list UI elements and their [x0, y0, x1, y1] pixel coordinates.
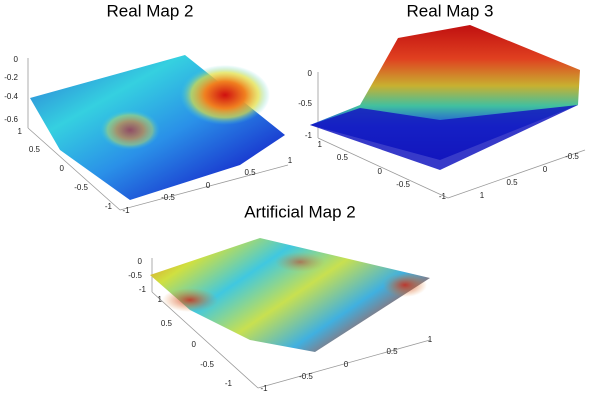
panel-title: Real Map 2: [107, 1, 194, 20]
z-tick-label: 0: [138, 257, 143, 266]
z-tick-label: 0: [308, 69, 313, 78]
panel-title: Real Map 3: [407, 1, 494, 20]
x-tick-label: -1: [122, 206, 130, 215]
y-tick-label: -1: [439, 192, 447, 201]
y-tick-label: -0.5: [200, 360, 214, 369]
x-tick-label: -0.5: [161, 193, 175, 202]
y-tick-label: 0: [60, 164, 65, 173]
figure: Real Map 20-0.2-0.4-0.610.50-0.5-1-1-0.5…: [0, 0, 597, 395]
x-tick-label: -0.5: [565, 152, 579, 161]
z-tick-label: -0.5: [128, 271, 142, 280]
y-tick-label: 1: [318, 140, 323, 149]
y-tick-label: 1: [18, 127, 23, 136]
z-tick-label: -0.5: [298, 99, 312, 108]
z-tick-label: -0.6: [4, 115, 18, 124]
z-tick-label: -0.4: [4, 92, 18, 101]
y-tick-label: 1: [158, 295, 163, 304]
y-tick-label: -0.5: [74, 183, 88, 192]
x-tick-label: 1: [480, 191, 485, 200]
y-tick-label: 0: [378, 167, 383, 176]
z-tick-label: -1: [139, 285, 147, 294]
x-tick-label: 1: [428, 335, 433, 344]
x-tick-label: -1: [260, 384, 268, 393]
z-tick-label: -0.2: [4, 73, 18, 82]
y-tick-label: 0.5: [337, 153, 349, 162]
y-tick-label: 0: [192, 340, 197, 349]
x-tick-label: 0.5: [244, 168, 256, 177]
x-tick-label: 0: [543, 165, 548, 174]
x-tick-label: 1: [288, 156, 293, 165]
y-tick-label: -1: [225, 379, 233, 388]
x-tick-label: 0.5: [506, 178, 518, 187]
x-tick-label: 0: [344, 360, 349, 369]
y-tick-label: -1: [105, 202, 113, 211]
x-tick-label: 0.5: [386, 347, 398, 356]
y-tick-label: 0.5: [161, 319, 173, 328]
y-tick-label: -0.5: [396, 180, 410, 189]
y-tick-label: 0.5: [29, 145, 41, 154]
z-tick-label: -1: [305, 131, 313, 140]
panel-title: Artificial Map 2: [244, 202, 355, 221]
z-tick-label: 0: [14, 55, 19, 64]
x-tick-label: -0.5: [299, 372, 313, 381]
x-tick-label: 0: [206, 181, 211, 190]
